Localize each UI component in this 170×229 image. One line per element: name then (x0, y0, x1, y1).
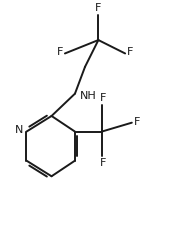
Text: F: F (100, 158, 107, 168)
Text: N: N (15, 125, 23, 136)
Text: F: F (133, 117, 140, 127)
Text: F: F (127, 47, 133, 57)
Text: F: F (100, 93, 107, 103)
Text: NH: NH (80, 91, 97, 101)
Text: F: F (95, 3, 101, 13)
Text: F: F (57, 47, 63, 57)
